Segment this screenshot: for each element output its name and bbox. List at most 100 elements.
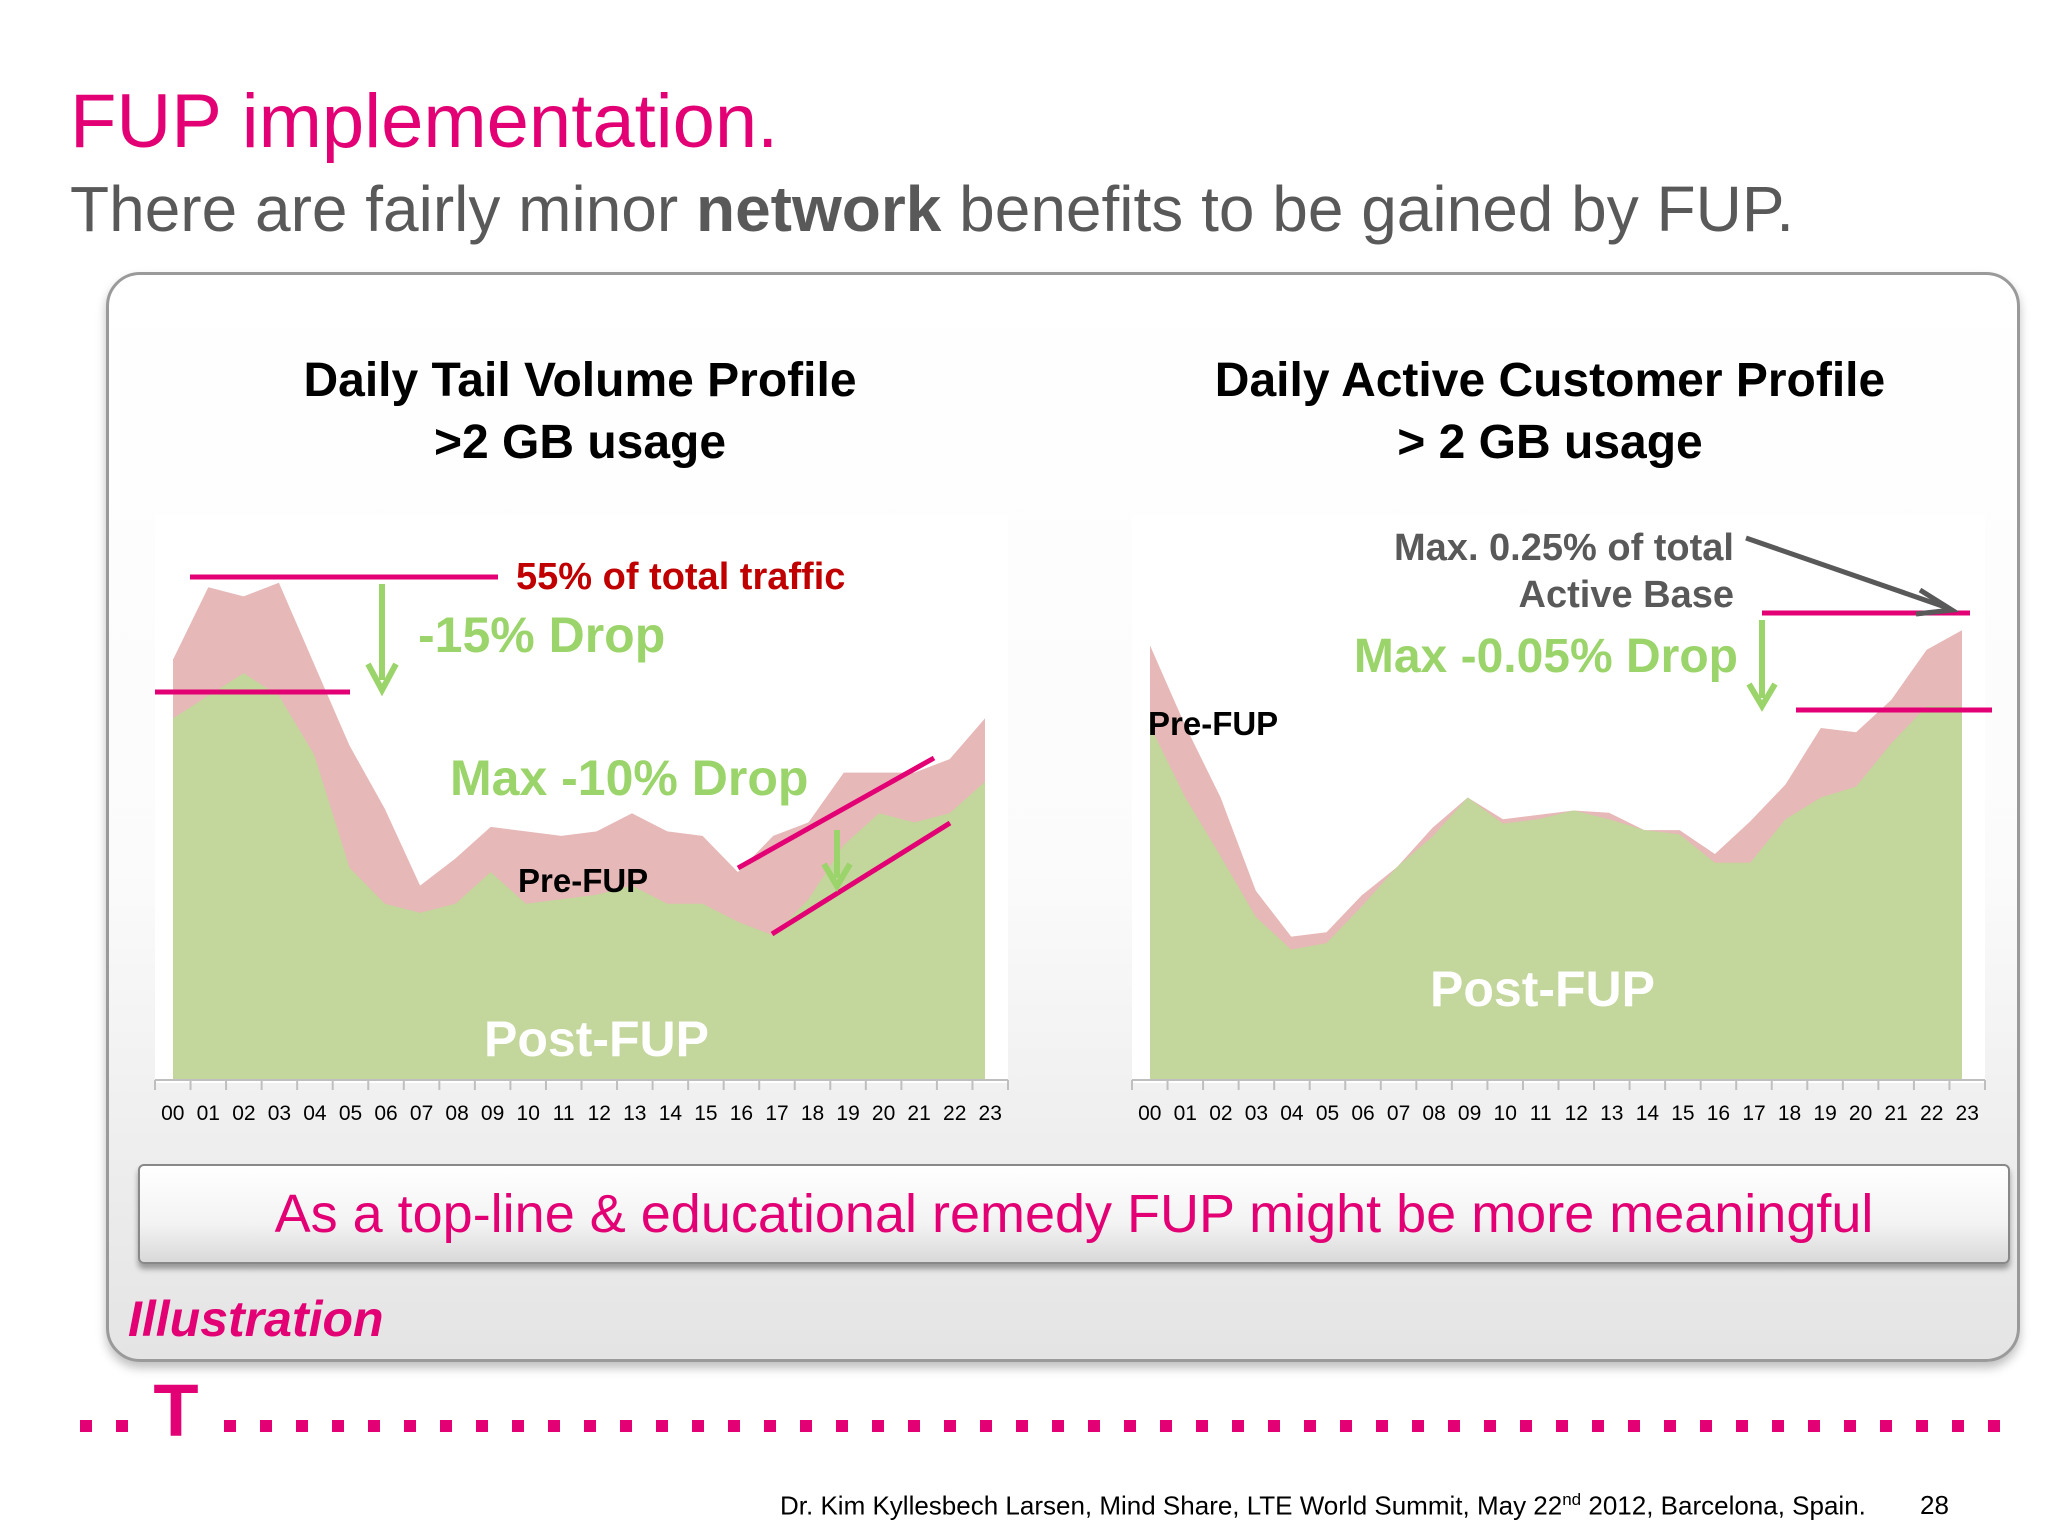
subtitle-bold: network bbox=[695, 173, 942, 245]
chart2-tick-label: 18 bbox=[1778, 1102, 1801, 1125]
brand-dot bbox=[1628, 1420, 1640, 1432]
chart2-pre-fup-label: Pre-FUP bbox=[1148, 705, 1278, 742]
brand-dot bbox=[692, 1420, 704, 1432]
subtitle-post: benefits to be gained by FUP. bbox=[941, 173, 1795, 245]
brand-dot bbox=[764, 1420, 776, 1432]
brand-dot bbox=[800, 1420, 812, 1432]
brand-dot bbox=[476, 1420, 488, 1432]
page-title: FUP implementation. bbox=[70, 79, 779, 164]
brand-dot bbox=[944, 1420, 956, 1432]
brand-dot bbox=[116, 1420, 128, 1432]
brand-dot bbox=[260, 1420, 272, 1432]
brand-dot bbox=[1088, 1420, 1100, 1432]
chart1-evening-pre-line bbox=[736, 755, 936, 871]
chart1-tick-label: 03 bbox=[268, 1102, 291, 1125]
chart2-tick-label: 00 bbox=[1138, 1102, 1161, 1125]
chart2-series-post-fup bbox=[1150, 706, 1962, 1080]
brand-dot bbox=[728, 1420, 740, 1432]
brand-dot bbox=[872, 1420, 884, 1432]
brand-dot bbox=[584, 1420, 596, 1432]
brand-dot bbox=[980, 1420, 992, 1432]
chart2-title: Daily Active Customer Profile > 2 GB usa… bbox=[1170, 350, 1930, 474]
chart1-tick-label: 06 bbox=[374, 1102, 397, 1125]
chart2-tick-label: 10 bbox=[1494, 1102, 1517, 1125]
chart1-tick-label: 12 bbox=[588, 1102, 611, 1125]
brand-dot bbox=[332, 1420, 344, 1432]
chart1-tick-label: 14 bbox=[659, 1102, 683, 1125]
chart2-tick-label: 21 bbox=[1884, 1102, 1907, 1125]
remedy-banner: As a top-line & educational remedy FUP m… bbox=[138, 1164, 2010, 1264]
brand-dot bbox=[1880, 1420, 1892, 1432]
chart1-drop-evening-label: Max -10% Drop bbox=[450, 750, 808, 806]
brand-dot bbox=[1556, 1420, 1568, 1432]
chart1-title-line2: >2 GB usage bbox=[433, 416, 727, 469]
chart1-tick-label: 13 bbox=[623, 1102, 646, 1125]
footer-credit-sup: nd bbox=[1562, 1490, 1582, 1509]
brand-dot bbox=[512, 1420, 524, 1432]
brand-dot bbox=[224, 1420, 236, 1432]
chart2-tick-label: 11 bbox=[1530, 1102, 1552, 1125]
chart1-tick-label: 16 bbox=[730, 1102, 753, 1125]
brand-dot bbox=[1232, 1420, 1244, 1432]
brand-dot bbox=[1196, 1420, 1208, 1432]
footer-credit-pre: Dr. Kim Kyllesbech Larsen, Mind Share, L… bbox=[780, 1490, 1563, 1521]
brand-dot bbox=[440, 1420, 452, 1432]
chart2-tick-label: 03 bbox=[1245, 1102, 1268, 1125]
brand-dot bbox=[1448, 1420, 1460, 1432]
brand-dot bbox=[1376, 1420, 1388, 1432]
chart2-tick-label: 16 bbox=[1707, 1102, 1730, 1125]
chart1-tick-label: 08 bbox=[445, 1102, 468, 1125]
brand-dot bbox=[1268, 1420, 1280, 1432]
chart2-tick-label: 23 bbox=[1956, 1102, 1979, 1125]
chart2-tick-label: 19 bbox=[1813, 1102, 1836, 1125]
chart2-tick-label: 05 bbox=[1316, 1102, 1339, 1125]
brand-dot bbox=[368, 1420, 380, 1432]
chart1-total-traffic-label: 55% of total traffic bbox=[516, 556, 845, 598]
brand-dot-line bbox=[80, 1420, 2000, 1432]
chart1-tick-label: 18 bbox=[801, 1102, 824, 1125]
chart2-tick-label: 15 bbox=[1671, 1102, 1694, 1125]
brand-dot bbox=[296, 1420, 308, 1432]
chart2-drop-arrow-head bbox=[1746, 682, 1778, 712]
brand-dot bbox=[1736, 1420, 1748, 1432]
chart2-tick-label: 13 bbox=[1600, 1102, 1623, 1125]
chart1-tick-label: 07 bbox=[410, 1102, 433, 1125]
chart2-post-fup-label: Post-FUP bbox=[1430, 961, 1655, 1017]
chart2-max-share-line1: Max. 0.25% of total bbox=[1394, 527, 1734, 569]
chart2-tick-label: 06 bbox=[1351, 1102, 1374, 1125]
subtitle-pre: There are fairly minor bbox=[70, 173, 696, 245]
chart2-tick-label: 02 bbox=[1209, 1102, 1232, 1125]
brand-dot bbox=[1484, 1420, 1496, 1432]
chart2-drop-label: Max -0.05% Drop bbox=[1354, 630, 1738, 683]
brand-dot bbox=[1052, 1420, 1064, 1432]
chart2-max-share-arrow-shaft bbox=[1745, 535, 1949, 611]
chart1-tick-label: 19 bbox=[836, 1102, 859, 1125]
chart2-title-line1: Daily Active Customer Profile bbox=[1214, 354, 1886, 407]
chart2-max-share-line2: Active Base bbox=[1519, 574, 1734, 616]
brand-dot bbox=[1772, 1420, 1784, 1432]
brand-dot bbox=[1340, 1420, 1352, 1432]
brand-dot bbox=[836, 1420, 848, 1432]
footer-credit: Dr. Kim Kyllesbech Larsen, Mind Share, L… bbox=[780, 1490, 1866, 1522]
chart1-tick-label: 05 bbox=[339, 1102, 362, 1125]
chart1-tick-label: 10 bbox=[517, 1102, 540, 1125]
chart1-evening-post-line bbox=[770, 820, 952, 937]
illustration-label: Illustration bbox=[128, 1291, 384, 1347]
chart2-tick-label: 12 bbox=[1565, 1102, 1588, 1125]
brand-dot bbox=[1844, 1420, 1856, 1432]
chart2-max-share-arrow-head bbox=[1915, 587, 1960, 617]
chart2-tick-label: 08 bbox=[1422, 1102, 1445, 1125]
chart2: 00 01 02 03 04 05 06 07 08 09 10 11 12 13 14 15 16 17 18 19… bbox=[1131, 630, 1986, 1125]
brand-dot bbox=[656, 1420, 668, 1432]
brand-dot bbox=[1664, 1420, 1676, 1432]
chart1-tick-label: 09 bbox=[481, 1102, 504, 1125]
chart2-tick-label: 22 bbox=[1920, 1102, 1943, 1125]
chart1-tick-label: 22 bbox=[943, 1102, 966, 1125]
chart1-pre-fup-label: Pre-FUP bbox=[518, 862, 648, 899]
brand-dot bbox=[1124, 1420, 1136, 1432]
brand-dot bbox=[1160, 1420, 1172, 1432]
chart1-tick-label: 17 bbox=[765, 1102, 788, 1125]
chart1-tick-label: 04 bbox=[303, 1102, 327, 1125]
chart2-tick-label: 01 bbox=[1174, 1102, 1197, 1125]
chart2-tick-label: 07 bbox=[1387, 1102, 1410, 1125]
